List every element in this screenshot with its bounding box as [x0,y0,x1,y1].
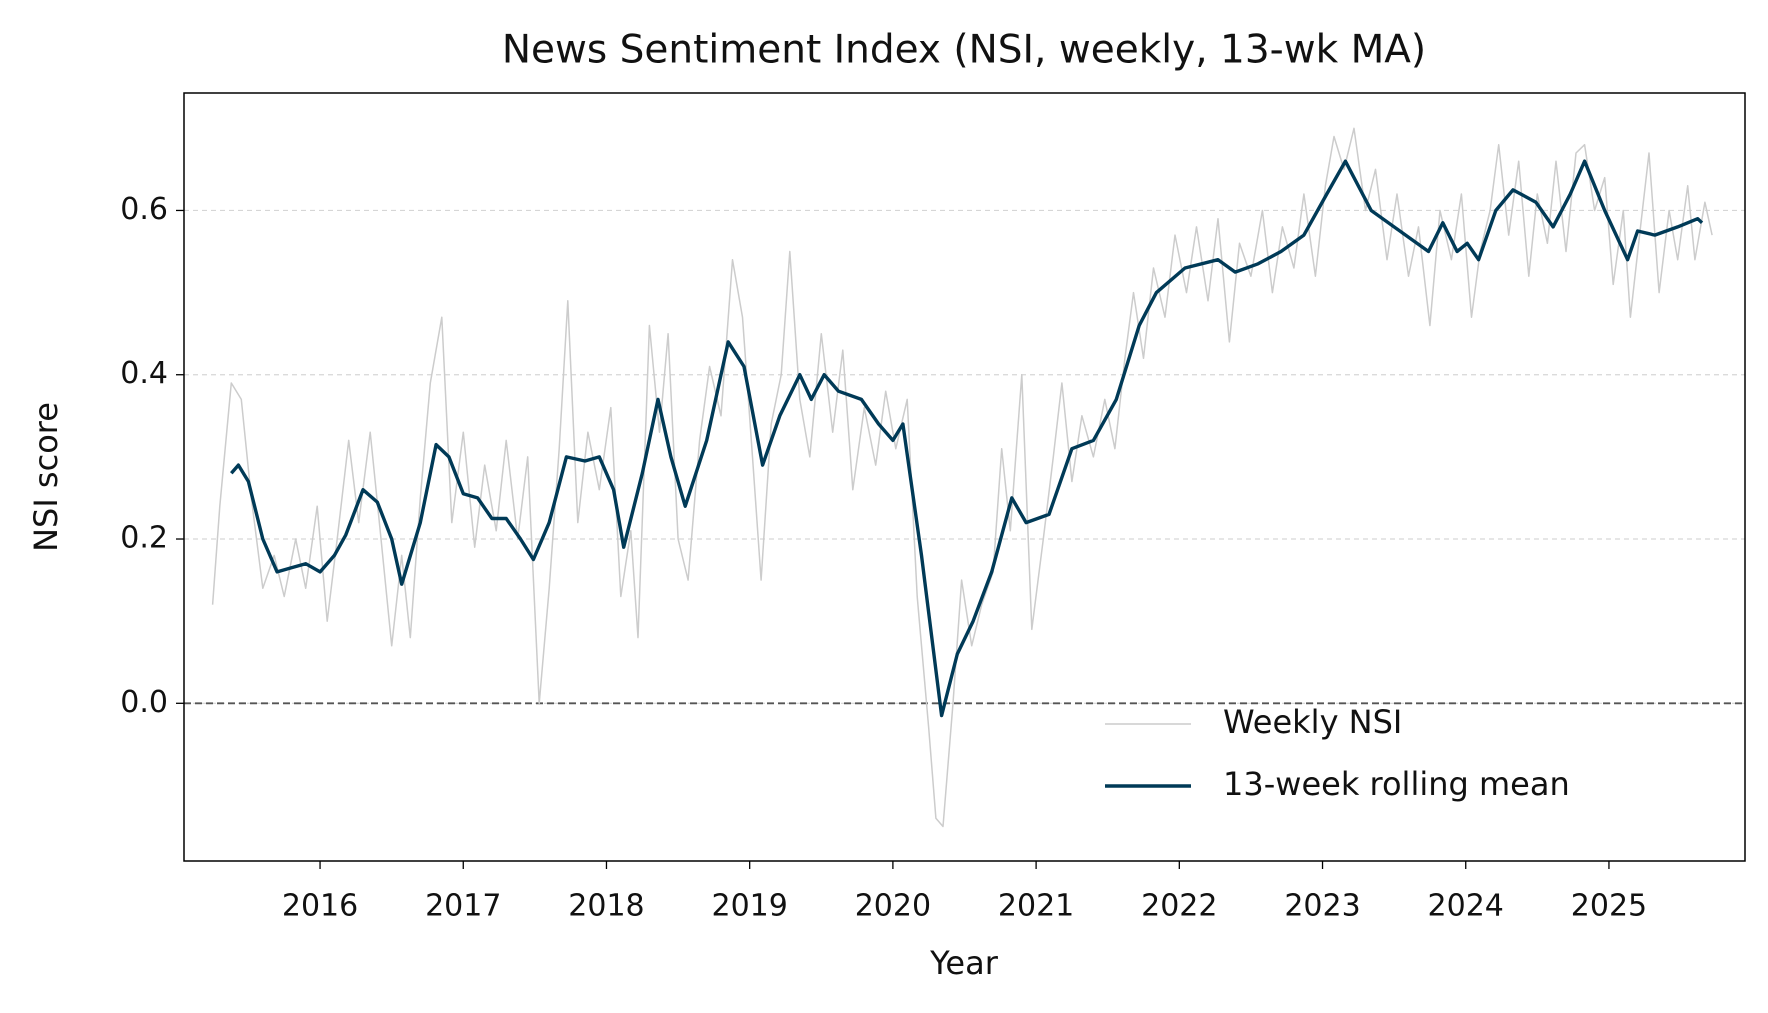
x-tick-label: 2024 [1428,889,1504,924]
y-tick-label: 0.4 [120,356,168,391]
chart-title: News Sentiment Index (NSI, weekly, 13-wk… [502,28,1426,73]
x-tick-label: 2023 [1284,889,1360,924]
plot-frame [183,92,1746,862]
x-tick-label: 2019 [712,889,788,924]
x-tick-label: 2022 [1141,889,1217,924]
x-tick-label: 2016 [282,889,358,924]
x-tick-label: 2018 [568,889,644,924]
series-line [211,127,1713,828]
series-line [230,159,1704,718]
x-axis-label: Year [929,944,999,982]
legend-label: 13-week rolling mean [1223,765,1570,803]
y-tick-label: 0.6 [120,192,168,227]
x-tick-label: 2017 [425,889,501,924]
y-axis-label: NSI score [27,402,65,552]
x-tick-label: 2021 [998,889,1074,924]
legend-label: Weekly NSI [1223,703,1402,741]
y-tick-label: 0.2 [120,521,168,556]
y-tick-label: 0.0 [120,685,168,720]
x-tick-label: 2020 [855,889,931,924]
x-tick-label: 2025 [1571,889,1647,924]
